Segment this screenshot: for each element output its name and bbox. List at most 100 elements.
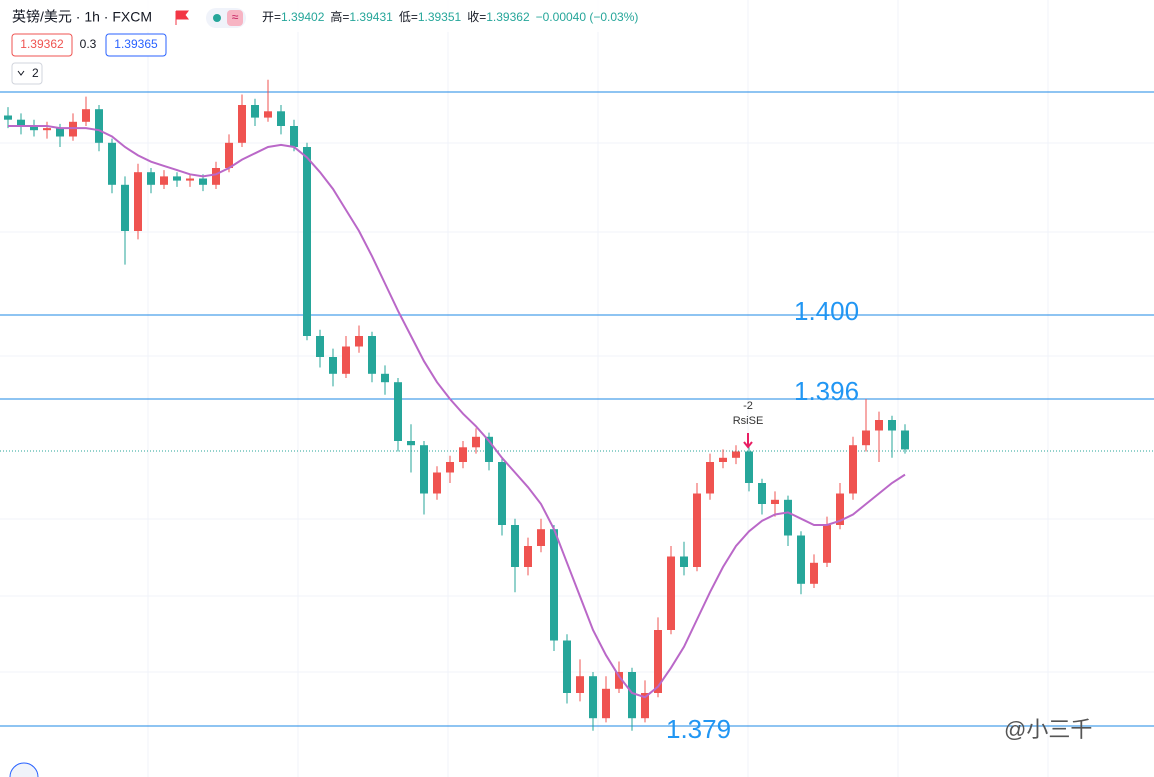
ask-box[interactable] [105, 33, 167, 57]
candle-body [745, 451, 753, 483]
level-label: 1.379 [666, 714, 731, 744]
candle-body [498, 462, 506, 525]
candle-body [199, 178, 207, 185]
ohlc: 开= 1.39402 高= 1.39431 低= 1.39351 收= 1.39362 −0.0… [262, 9, 638, 24]
candle-body [667, 556, 675, 630]
candle-body [17, 119, 25, 126]
candle-body [303, 147, 311, 336]
candle-body [95, 109, 103, 143]
candle-body [342, 346, 350, 374]
ohlc-label: 高= [330, 9, 349, 24]
candle-body [329, 357, 337, 374]
candle-body [121, 184, 129, 231]
plot [4, 79, 909, 731]
candle-body [563, 640, 571, 693]
candle-body [225, 142, 233, 168]
candle-body [550, 529, 558, 641]
candle-body [810, 562, 818, 584]
ohlc-value: 1.39402 [281, 10, 325, 24]
candle-body [433, 472, 441, 494]
candle-body [459, 447, 467, 462]
candle-body [56, 128, 64, 137]
candle-body [238, 105, 246, 143]
candle-body [836, 493, 844, 525]
candle-body [472, 436, 480, 448]
ohlc-label: 收= [467, 10, 486, 24]
candle-body [784, 499, 792, 536]
ohlc-label: 低= [399, 10, 418, 24]
candle-body [615, 672, 623, 689]
ohlc-value: 1.39362 [486, 10, 530, 24]
candle-body [420, 445, 428, 494]
candle-body [641, 693, 649, 719]
status-icon [227, 10, 243, 26]
ohlc-value: 1.39431 [349, 10, 393, 24]
ohlc-value: 1.39351 [418, 10, 462, 24]
signal-value: -2 [743, 400, 753, 412]
watermark: @小三千 [1004, 717, 1092, 742]
moving-average [8, 125, 906, 699]
candle-body [901, 430, 909, 450]
candle-body [888, 420, 896, 431]
logo[interactable] [9, 762, 39, 777]
candle-body [875, 420, 883, 431]
candle-body [771, 499, 779, 504]
candle-body [706, 462, 714, 494]
status-icon-glyph: ≈ [232, 10, 239, 24]
signal-arrow [743, 433, 753, 449]
candle-body [108, 142, 116, 185]
candle-body [316, 336, 324, 357]
indicator-toggle[interactable] [11, 62, 43, 85]
chevron [17, 70, 25, 76]
status-dot [213, 14, 221, 22]
candle-body [654, 630, 662, 693]
candle-body [4, 115, 12, 120]
candle-body [407, 441, 415, 446]
ohlc-label: 开= [262, 10, 281, 24]
candle-body [511, 525, 519, 567]
change: −0.00040 (−0.03%) [536, 10, 639, 24]
bid-box[interactable] [11, 33, 73, 57]
candle-body [368, 336, 376, 374]
candle-body [797, 535, 805, 584]
candle-body [576, 676, 584, 693]
level-label: 1.400 [794, 296, 859, 326]
flag-icon[interactable] [175, 10, 189, 25]
candle-body [693, 493, 701, 567]
bid: 1.39362 [20, 37, 64, 51]
candle-body [173, 176, 181, 181]
candle-body [485, 436, 493, 462]
candle-body [147, 172, 155, 185]
candle-body [264, 111, 272, 118]
candle-body [849, 445, 857, 494]
candle-body [628, 672, 636, 719]
candle-body [82, 109, 90, 122]
candle-body [277, 111, 285, 126]
candle-body [186, 178, 194, 181]
candle-body [160, 176, 168, 185]
candle-body [732, 451, 740, 458]
candle-body [381, 373, 389, 383]
candle-body [823, 525, 831, 563]
candle-body [446, 462, 454, 473]
indicator-count: 2 [32, 66, 39, 80]
symbol[interactable]: 英镑/美元 · 1h · FXCM [12, 9, 152, 25]
candle-body [69, 121, 77, 137]
candle-body [30, 126, 38, 131]
signal-label: RsiSE [733, 415, 764, 427]
candle-body [524, 546, 532, 567]
candle-body [758, 483, 766, 504]
header-bg [0, 0, 690, 32]
candle-body [290, 126, 298, 147]
candle-body [680, 556, 688, 567]
candle-body [212, 168, 220, 185]
candle-body [862, 430, 870, 446]
candle-body [602, 688, 610, 719]
candle-body [537, 529, 545, 546]
candle-body [355, 336, 363, 347]
candle-body [251, 105, 259, 118]
candle-body [719, 457, 727, 462]
